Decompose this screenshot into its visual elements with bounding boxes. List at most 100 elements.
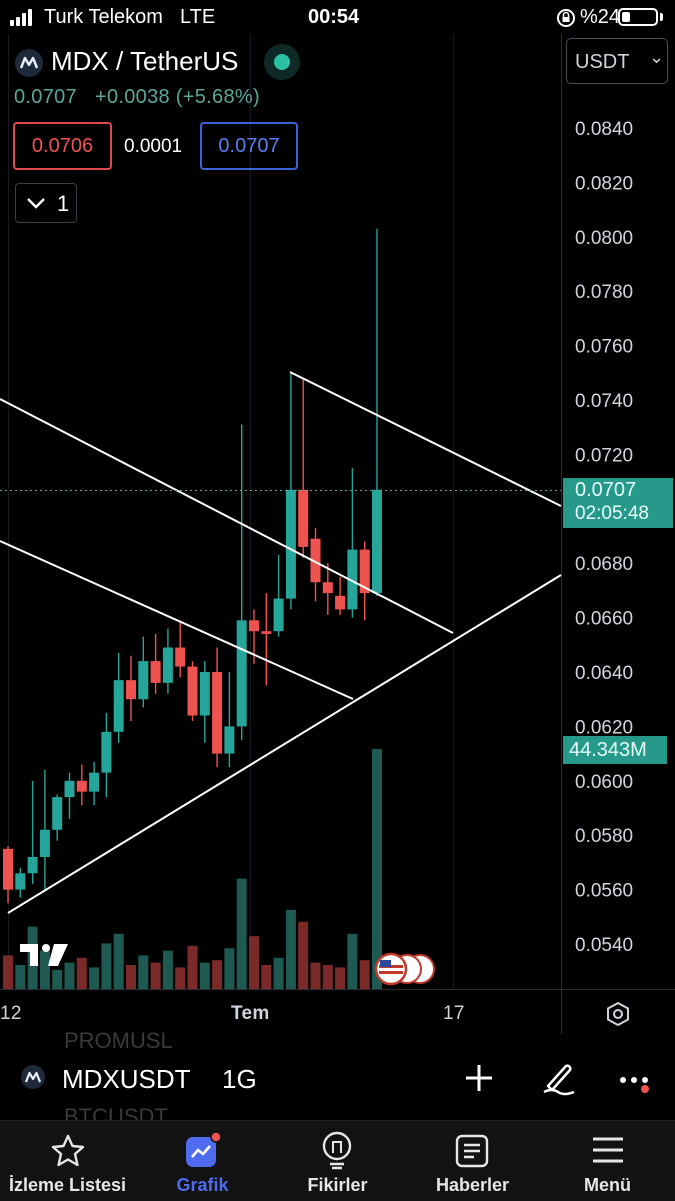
candlestick-chart[interactable]: 0.0840 0.0820 0.0800 0.0780 0.0760 0.0740 0.07…: [0, 34, 675, 1034]
lightbulb-icon: [322, 1131, 352, 1170]
candle-up: [224, 726, 235, 754]
volume-bar: [249, 936, 259, 989]
volume-bar: [150, 962, 161, 989]
currency-select[interactable]: USDT ⌄: [566, 38, 668, 84]
candle-down: [335, 595, 346, 610]
volume-bar: [347, 933, 358, 989]
price-axis-label: 0.0800: [575, 228, 633, 249]
add-icon[interactable]: [463, 1062, 495, 1094]
chevron-down-icon: [27, 198, 45, 209]
volume-bar: [187, 945, 198, 989]
tab-label: Haberler: [435, 1175, 510, 1195]
candle-down: [359, 549, 370, 594]
trend-line-resistance[interactable]: [289, 371, 562, 507]
mdx-logo-icon: [15, 49, 43, 77]
volume-bar: [15, 965, 26, 989]
volume-bar: [224, 948, 235, 989]
price-axis-label: 0.0560: [575, 881, 633, 902]
trend-line-support[interactable]: [7, 574, 562, 914]
market-open-dot: [274, 54, 290, 70]
price-axis-label: 0.0760: [575, 337, 633, 358]
volume-bar: [359, 960, 370, 989]
candle-countdown: 02:05:48: [575, 503, 649, 524]
candle-down: [126, 680, 136, 700]
volume-bar: [335, 967, 346, 989]
volume-bar: [101, 943, 112, 989]
volume-bars: [3, 749, 382, 989]
volume-tag: 44.343M: [563, 736, 667, 764]
us-flag-icon: [374, 952, 435, 986]
sell-price-button[interactable]: 0.0706: [13, 122, 112, 170]
collapse-indicators-button[interactable]: 1: [15, 183, 77, 223]
volume-bar: [261, 965, 272, 989]
volume-bar: [372, 749, 382, 989]
trend-line-upper[interactable]: [0, 398, 454, 634]
more-options-icon[interactable]: [618, 1066, 658, 1096]
buy-price-button[interactable]: 0.0707: [200, 122, 298, 170]
symbol-name[interactable]: MDXUSDT: [62, 1064, 191, 1094]
candle-up: [15, 873, 26, 890]
candle-up: [27, 856, 38, 874]
candles: [3, 228, 382, 904]
price-axis-label: 0.0580: [575, 826, 633, 847]
volume-bar: [212, 960, 223, 989]
ghost-symbol-above: PROMUSL: [64, 1028, 173, 1053]
candle-up: [138, 661, 149, 700]
volume-bar: [162, 950, 173, 989]
tradingview-logo-icon: [20, 944, 68, 966]
candle-up: [113, 680, 124, 732]
price-axis-label: 0.0680: [575, 554, 633, 575]
tab-label: Fikirler: [307, 1175, 368, 1195]
volume-bar: [89, 967, 100, 989]
price-axis-label: 0.0740: [575, 391, 633, 412]
candle-up: [162, 647, 173, 683]
candle-up: [285, 489, 296, 599]
price-change: +0.0038 (+5.68%): [95, 86, 260, 108]
news-icon: [455, 1134, 489, 1168]
price-axis-label: 0.0780: [575, 282, 633, 303]
economic-events-flags[interactable]: [372, 952, 438, 986]
tab-label: İzleme Listesi: [8, 1175, 127, 1195]
volume-bar: [310, 962, 321, 989]
volume-bar: [298, 921, 309, 989]
currency-select-value: USDT: [575, 51, 630, 73]
star-icon: [51, 1134, 85, 1167]
volume-bar: [113, 933, 124, 989]
candle-down: [212, 672, 223, 754]
time-label: 12: [0, 1003, 22, 1024]
interval-selector[interactable]: 1G: [222, 1064, 257, 1094]
chart-settings-icon[interactable]: [604, 1000, 632, 1028]
battery-tip: [660, 13, 663, 21]
status-bar: Turk Telekom LTE 00:54 %24: [0, 0, 675, 34]
volume-bar: [285, 909, 296, 989]
current-price-tag: 0.0707 02:05:48: [563, 478, 673, 528]
volume-bar: [175, 967, 186, 989]
volume-bar: [52, 969, 63, 989]
volume-bar: [76, 957, 87, 989]
pair-title[interactable]: MDX / TetherUS: [51, 46, 239, 76]
volume-bar: [39, 950, 50, 989]
trend-line-lower[interactable]: [0, 540, 354, 700]
price-axis-label: 0.0720: [575, 445, 633, 466]
candle-up: [64, 780, 75, 798]
price-axis[interactable]: 0.0840 0.0820 0.0800 0.0780 0.0760 0.0740 0.07…: [575, 119, 633, 956]
candle-down: [261, 631, 272, 634]
clock: 00:54: [308, 6, 360, 28]
menu-icon: [593, 1137, 623, 1163]
volume-bar: [3, 955, 13, 989]
rotation-lock-icon: [557, 9, 575, 27]
chevron-down-icon: ⌄: [649, 47, 665, 67]
last-price: 0.0707: [14, 86, 77, 108]
price-axis-label: 0.0620: [575, 717, 633, 738]
market-status-indicator[interactable]: [264, 44, 300, 80]
bottom-tab-bar: İzleme Listesi Grafik Fikirler Haberler …: [0, 1120, 675, 1201]
carrier-name: Turk Telekom: [44, 6, 163, 28]
drawing-pen-icon[interactable]: [540, 1058, 578, 1096]
time-label: 17: [443, 1003, 465, 1024]
chart-area[interactable]: 0.0840 0.0820 0.0800 0.0780 0.0760 0.0740 0.07…: [0, 34, 675, 1034]
volume-bar: [236, 878, 247, 989]
candle-up: [89, 772, 100, 792]
tab-label: Grafik: [176, 1175, 229, 1195]
price-axis-label: 0.0820: [575, 173, 633, 194]
current-price-value: 0.0707: [575, 479, 637, 501]
